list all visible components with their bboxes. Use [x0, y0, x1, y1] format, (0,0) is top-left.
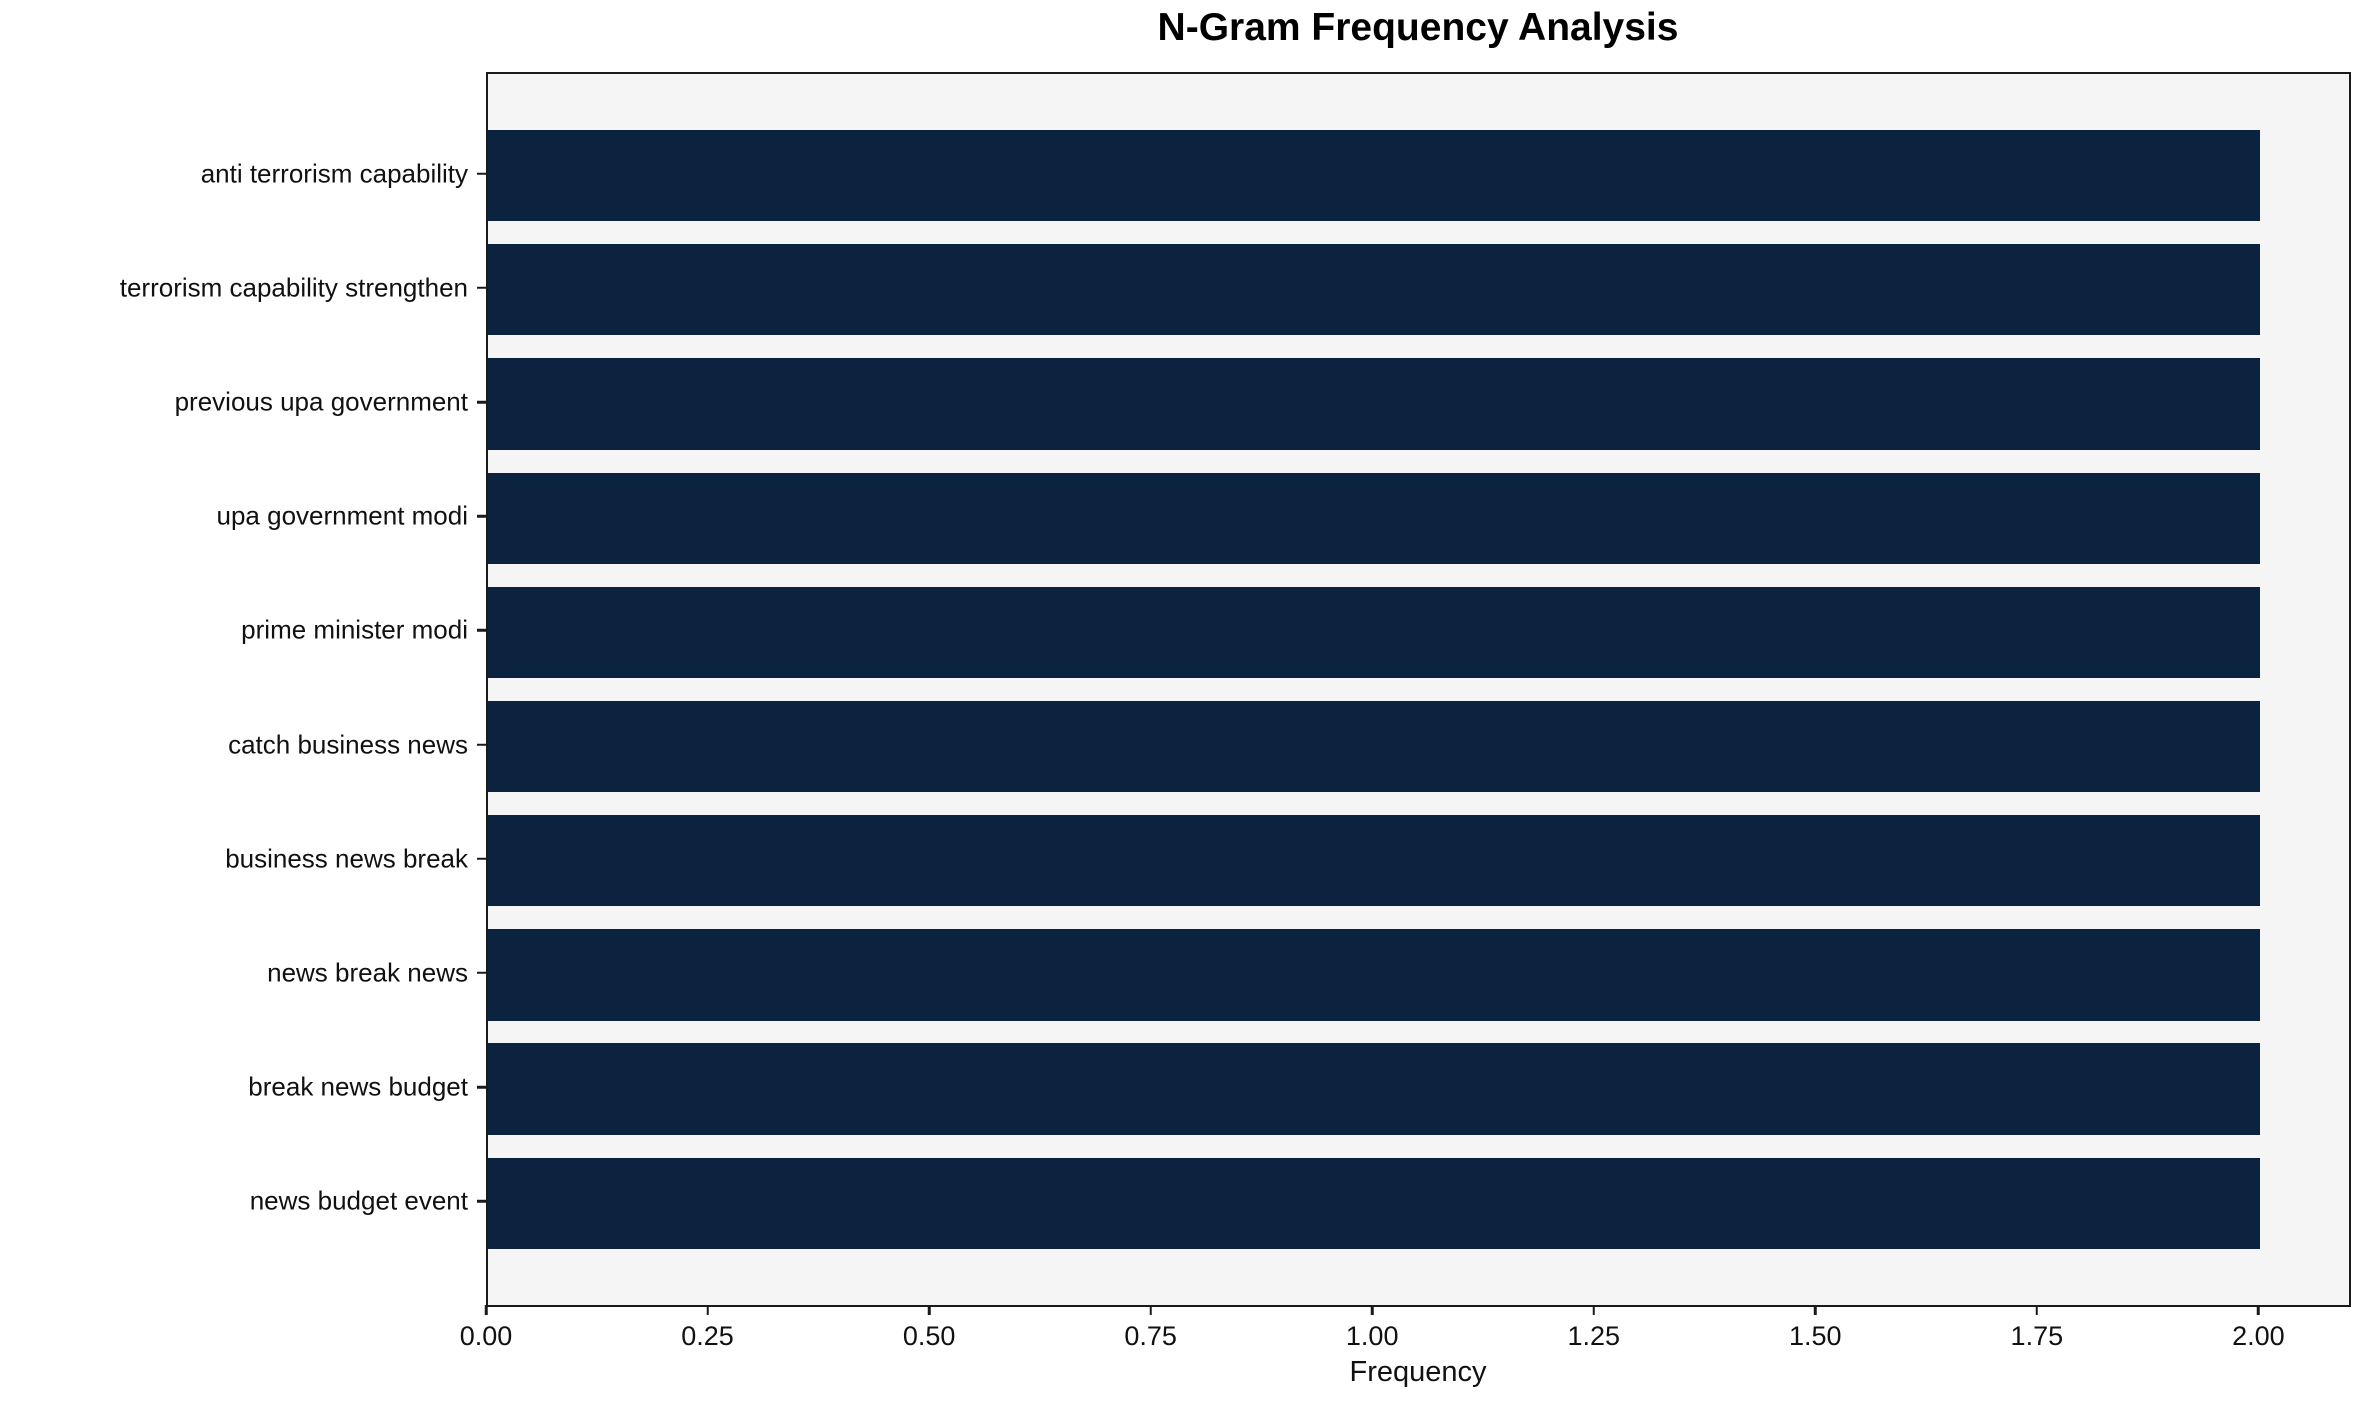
y-tick-label: news break news	[267, 957, 468, 988]
bar	[488, 1157, 2261, 1250]
bar	[488, 700, 2261, 793]
y-tick-label: business news break	[225, 843, 468, 874]
x-tick-label: 0.75	[1124, 1321, 1177, 1351]
x-tick-mark	[2257, 1305, 2260, 1315]
bar	[488, 1043, 2261, 1135]
bar	[488, 129, 2261, 222]
y-tick-mark	[477, 743, 486, 746]
x-tick-mark	[1370, 1305, 1374, 1315]
y-tick-mark	[477, 514, 486, 518]
bar	[488, 472, 2261, 564]
x-axis-label: Frequency	[1349, 1356, 1487, 1388]
x-tick-mark	[927, 1305, 931, 1315]
bar	[488, 586, 2261, 679]
x-tick-label: 0.50	[902, 1321, 956, 1351]
x-tick-mark	[484, 1305, 488, 1315]
y-tick-label: anti terrorism capability	[200, 158, 468, 189]
x-tick-label: 1.75	[2010, 1321, 2064, 1351]
x-tick-label: 2.00	[2232, 1321, 2285, 1351]
y-tick-mark	[477, 286, 486, 290]
x-tick-label: 1.00	[1345, 1321, 1399, 1351]
y-tick-label: terrorism capability strengthen	[119, 272, 468, 303]
x-tick-label: 0.25	[681, 1321, 734, 1351]
bar	[488, 815, 2261, 907]
y-tick-label: catch business news	[228, 729, 468, 760]
x-tick-mark	[1592, 1305, 1595, 1315]
x-tick-label: 1.25	[1567, 1321, 1621, 1351]
x-tick-mark	[1814, 1305, 1817, 1315]
x-tick-mark	[1149, 1305, 1152, 1315]
y-tick-mark	[477, 857, 486, 861]
bar	[488, 929, 2261, 1021]
x-tick-mark	[2035, 1305, 2039, 1315]
y-tick-mark	[477, 172, 486, 175]
y-tick-label: prime minister modi	[241, 614, 468, 645]
y-tick-label: previous upa government	[174, 386, 468, 417]
bar	[488, 358, 2261, 450]
y-tick-label: upa government modi	[216, 500, 468, 531]
y-tick-mark	[477, 1085, 486, 1089]
y-tick-label: news budget event	[249, 1185, 468, 1216]
x-tick-mark	[706, 1305, 709, 1315]
bar	[488, 244, 2261, 336]
y-tick-label: break news budget	[248, 1071, 468, 1102]
x-tick-label: 1.50	[1789, 1321, 1842, 1351]
y-tick-mark	[477, 400, 486, 404]
y-tick-mark	[477, 971, 486, 975]
y-tick-mark	[477, 629, 486, 632]
x-tick-label: 0.00	[459, 1321, 513, 1351]
chart-title: N-Gram Frequency Analysis	[1157, 6, 1679, 49]
plot-area	[486, 72, 2351, 1307]
y-tick-mark	[477, 1200, 486, 1203]
